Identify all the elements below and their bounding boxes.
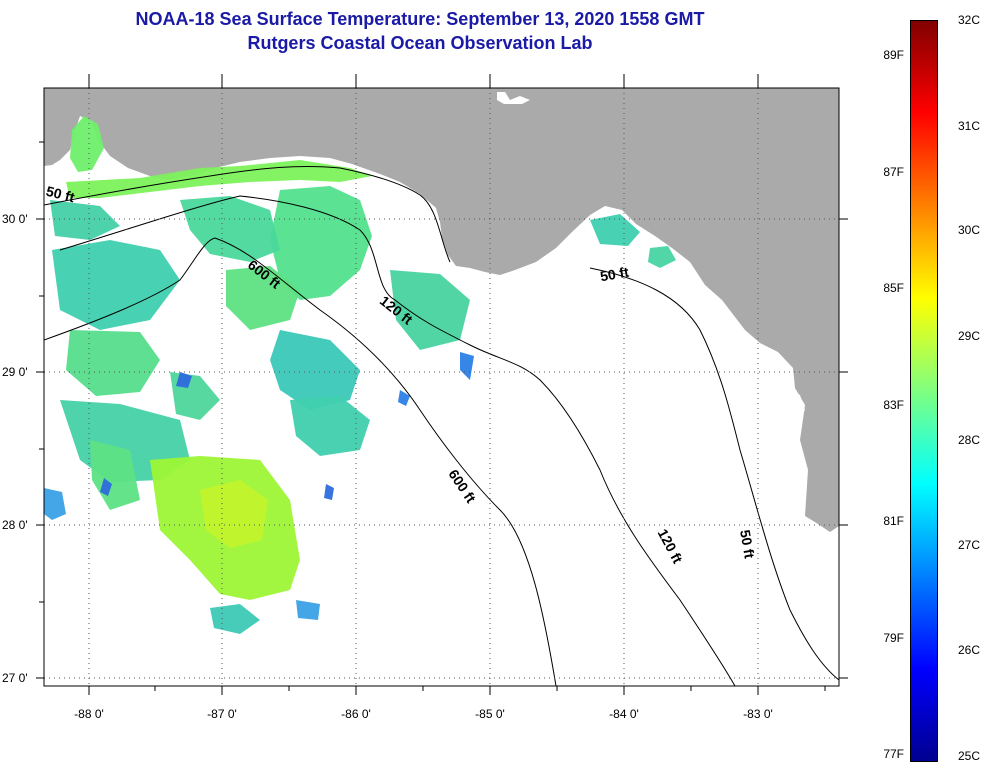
map-subtitle: Rutgers Coastal Ocean Observation Lab [247, 33, 593, 53]
bathymetry-contours [44, 165, 839, 686]
lat-label-30: 30 0' [2, 212, 28, 226]
colorbar-c-label: 27C [958, 538, 981, 552]
island [497, 92, 530, 104]
lat-label-28: 28 0' [2, 518, 28, 532]
axis-ticks [36, 74, 848, 695]
lat-label-27: 27 0' [2, 671, 28, 685]
colorbar-f-label: 79F [883, 631, 904, 645]
lat-label-29: 29 0' [2, 365, 28, 379]
colorbar-gradient [910, 20, 938, 762]
colorbar-c-label: 30C [958, 223, 981, 237]
lon-label-87: -87 0' [207, 707, 237, 721]
map-border [43, 87, 840, 687]
lon-label-84: -84 0' [609, 707, 639, 721]
lon-label-83: -83 0' [743, 707, 773, 721]
land-mass [44, 88, 839, 532]
colorbar-f-label: 81F [883, 514, 904, 528]
colorbar-c-label: 28C [958, 433, 981, 447]
colorbar-f-label: 87F [883, 165, 904, 179]
colorbar-f-label: 89F [883, 48, 904, 62]
lon-label-88: -88 0' [74, 707, 104, 721]
colorbar-c-label: 29C [958, 329, 981, 343]
colorbar-c-label: 25C [958, 749, 981, 763]
sst-patches [44, 116, 676, 634]
colorbar-c-label: 31C [958, 119, 981, 133]
colorbar [910, 20, 938, 762]
colorbar-f-label: 77F [883, 747, 904, 761]
lon-label-85: -85 0' [475, 707, 505, 721]
colorbar-c-label: 32C [958, 13, 981, 27]
colorbar-f-label: 85F [883, 281, 904, 295]
coast-inlet [790, 390, 805, 420]
map-title: NOAA-18 Sea Surface Temperature: Septemb… [135, 9, 705, 29]
colorbar-f-label: 83F [883, 398, 904, 412]
lon-label-86: -86 0' [341, 707, 371, 721]
coast-inlet [798, 520, 820, 550]
colorbar-c-label: 26C [958, 643, 981, 657]
